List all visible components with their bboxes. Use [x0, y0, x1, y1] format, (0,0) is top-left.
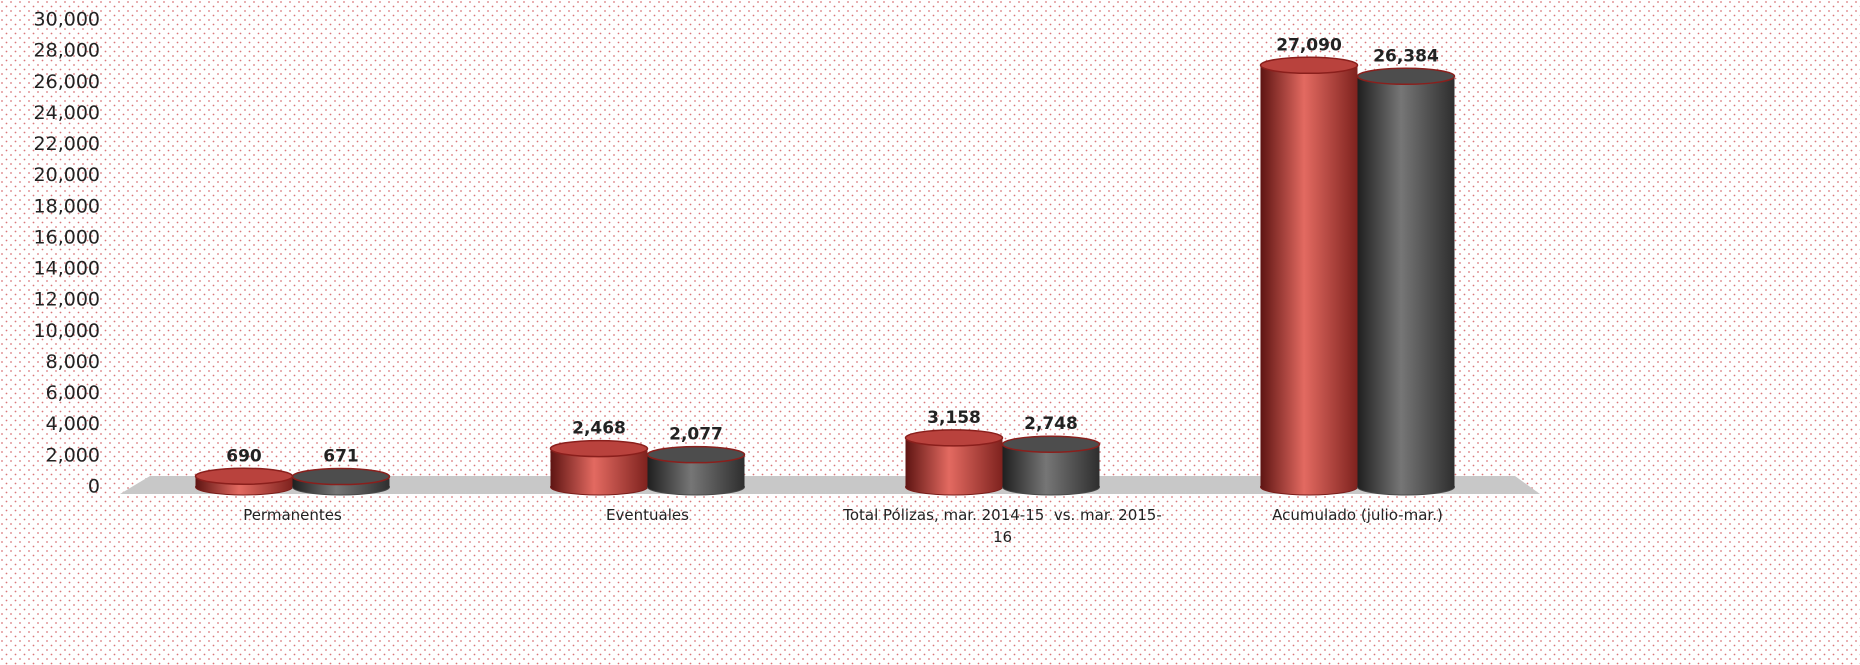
value-label: 26,384 [1373, 46, 1439, 66]
y-tick-label: 24,000 [34, 102, 100, 124]
y-tick-label: 22,000 [34, 133, 100, 155]
y-tick-label: 10,000 [34, 320, 100, 342]
value-label: 690 [226, 446, 262, 466]
y-tick-label: 4,000 [46, 413, 100, 435]
bar-cap [1001, 435, 1101, 453]
y-tick-label: 12,000 [34, 289, 100, 311]
y-tick-label: 30,000 [34, 9, 100, 31]
bar-cap [549, 439, 649, 458]
y-tick-label: 2,000 [46, 444, 100, 466]
bar-cap [194, 467, 294, 486]
y-tick-label: 28,000 [34, 40, 100, 62]
bar-cap [1259, 56, 1359, 75]
bar-cap [904, 429, 1004, 447]
value-label: 2,468 [572, 419, 626, 439]
bar [1260, 65, 1358, 487]
value-label: 671 [323, 447, 359, 467]
x-tick-label: Acumulado (julio-mar.) [1272, 506, 1443, 524]
x-tick-label: Eventuales [606, 506, 689, 524]
y-tick-label: 26,000 [34, 71, 100, 93]
value-label: 27,090 [1276, 35, 1342, 55]
value-label: 2,077 [669, 425, 723, 445]
floor [120, 476, 1540, 494]
x-tick-label: Total Pólizas, mar. 2014-15 vs. mar. 201… [843, 506, 1162, 546]
value-label: 3,158 [927, 408, 981, 428]
value-label: 2,748 [1024, 414, 1078, 434]
bar-cap [291, 467, 391, 486]
bar-cap [646, 445, 746, 464]
x-tick-label: Permanentes [243, 506, 342, 524]
y-tick-label: 20,000 [34, 164, 100, 186]
y-tick-label: 0 [88, 476, 100, 498]
bar-cap [1356, 67, 1456, 86]
y-tick-label: 16,000 [34, 226, 100, 248]
bar [1357, 76, 1455, 488]
y-tick-label: 14,000 [34, 258, 100, 280]
y-tick-label: 6,000 [46, 382, 100, 404]
y-tick-label: 18,000 [34, 195, 100, 217]
y-tick-label: 8,000 [46, 351, 100, 373]
